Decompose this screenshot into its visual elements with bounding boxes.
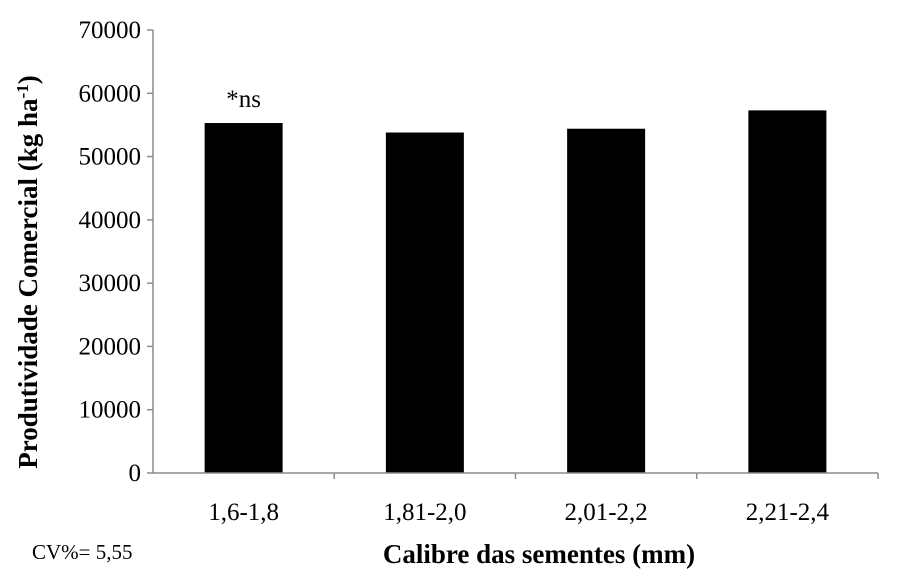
significance-annotation: *ns bbox=[226, 86, 261, 113]
y-tick-label: 70000 bbox=[79, 17, 142, 44]
bars bbox=[204, 110, 827, 473]
y-axis-title-main: Produtividade Comercial (kg ha bbox=[13, 98, 43, 469]
y-tick-label: 40000 bbox=[79, 207, 142, 234]
x-tick-label: 2,01-2,2 bbox=[564, 499, 647, 526]
cv-footnote: CV%= 5,55 bbox=[32, 540, 133, 564]
y-tick-label: 50000 bbox=[79, 144, 142, 171]
y-tick-label: 30000 bbox=[79, 270, 142, 297]
bar bbox=[385, 132, 464, 473]
y-tick-label: 60000 bbox=[79, 80, 142, 107]
y-tick-label: 0 bbox=[129, 460, 142, 487]
y-axis-title: Produtividade Comercial (kg ha-1) bbox=[13, 75, 44, 468]
x-axis-title: Calibre das sementes (mm) bbox=[383, 539, 695, 569]
x-axis-tick-labels: 1,6-1,8 1,81-2,0 2,01-2,2 2,21-2,4 bbox=[208, 473, 879, 526]
annotations: *ns bbox=[226, 86, 261, 113]
y-tick-label: 20000 bbox=[79, 333, 142, 360]
x-tick-label: 2,21-2,4 bbox=[746, 499, 830, 526]
y-tick-label: 10000 bbox=[79, 397, 142, 424]
bar bbox=[204, 123, 283, 473]
y-axis-ticks: 0 10000 20000 30000 40000 50000 60000 70000 bbox=[79, 17, 153, 487]
x-tick-label: 1,6-1,8 bbox=[208, 499, 279, 526]
bar bbox=[567, 128, 646, 473]
bar bbox=[748, 110, 827, 473]
x-tick-label: 1,81-2,0 bbox=[383, 499, 466, 526]
y-axis-title-superscript: -1 bbox=[13, 84, 32, 98]
y-axis-title-suffix: ) bbox=[13, 75, 43, 84]
